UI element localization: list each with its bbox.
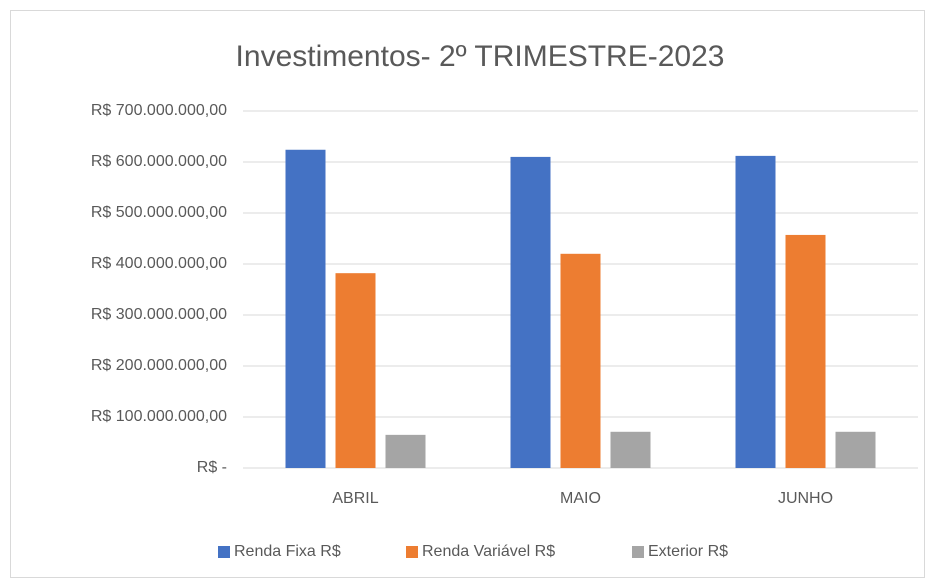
y-tick-label: R$ 100.000.000,00 <box>91 408 227 425</box>
bar <box>735 155 776 468</box>
y-tick-label: R$ 700.000.000,00 <box>91 102 227 119</box>
bar <box>610 431 651 468</box>
legend-swatch <box>632 546 644 558</box>
bar <box>510 156 551 468</box>
x-tick-label: ABRIL <box>332 490 378 507</box>
bar <box>335 273 376 468</box>
y-tick-label: R$ 500.000.000,00 <box>91 204 227 221</box>
y-tick-label: R$ 600.000.000,00 <box>91 153 227 170</box>
x-tick-label: MAIO <box>560 490 601 507</box>
legend-swatch <box>218 546 230 558</box>
bar <box>560 253 601 468</box>
y-tick-label: R$ 200.000.000,00 <box>91 357 227 374</box>
bar <box>785 234 826 468</box>
bar <box>285 149 326 468</box>
legend-swatch <box>406 546 418 558</box>
x-tick-label: JUNHO <box>778 490 833 507</box>
bar <box>835 431 876 468</box>
legend-label: Exterior R$ <box>648 543 728 560</box>
y-tick-label: R$ - <box>197 459 227 476</box>
y-tick-label: R$ 400.000.000,00 <box>91 255 227 272</box>
legend-label: Renda Variável R$ <box>422 543 555 560</box>
legend-label: Renda Fixa R$ <box>234 543 341 560</box>
bar <box>385 434 426 468</box>
y-tick-label: R$ 300.000.000,00 <box>91 306 227 323</box>
chart-title: Investimentos- 2º TRIMESTRE-2023 <box>236 40 725 73</box>
